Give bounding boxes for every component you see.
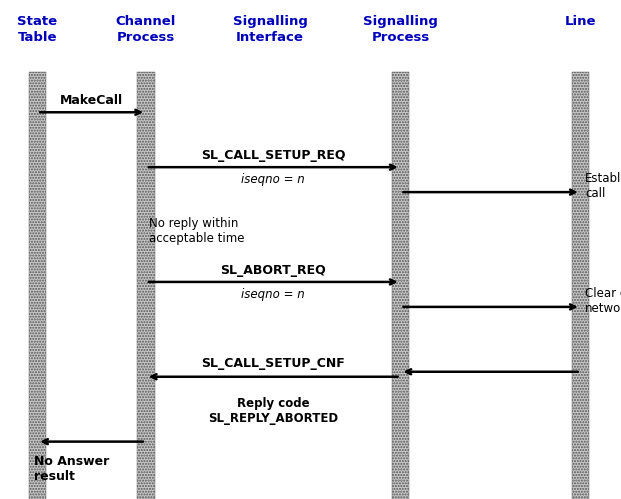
Text: SL_ABORT_REQ: SL_ABORT_REQ (220, 264, 326, 277)
Text: iseqno = n: iseqno = n (242, 173, 305, 186)
Text: No reply within
acceptable time: No reply within acceptable time (149, 217, 245, 245)
Text: Channel
Process: Channel Process (116, 15, 176, 44)
Text: State
Table: State Table (17, 15, 57, 44)
Text: MakeCall: MakeCall (60, 94, 124, 107)
Text: No Answer
result: No Answer result (34, 455, 109, 483)
Text: Reply code
SL_REPLY_ABORTED: Reply code SL_REPLY_ABORTED (208, 397, 338, 425)
Text: Signalling
Interface: Signalling Interface (233, 15, 307, 44)
Text: SL_CALL_SETUP_CNF: SL_CALL_SETUP_CNF (201, 357, 345, 370)
Bar (29, 72, 46, 499)
Bar (137, 72, 155, 499)
Text: Signalling
Process: Signalling Process (363, 15, 438, 44)
Text: Clear call to
network: Clear call to network (585, 287, 621, 315)
Text: iseqno = n: iseqno = n (242, 288, 305, 301)
Bar (392, 72, 409, 499)
Bar (572, 72, 589, 499)
Text: SL_CALL_SETUP_REQ: SL_CALL_SETUP_REQ (201, 149, 345, 162)
Text: Line: Line (565, 15, 596, 28)
Text: Establish
call: Establish call (585, 172, 621, 200)
